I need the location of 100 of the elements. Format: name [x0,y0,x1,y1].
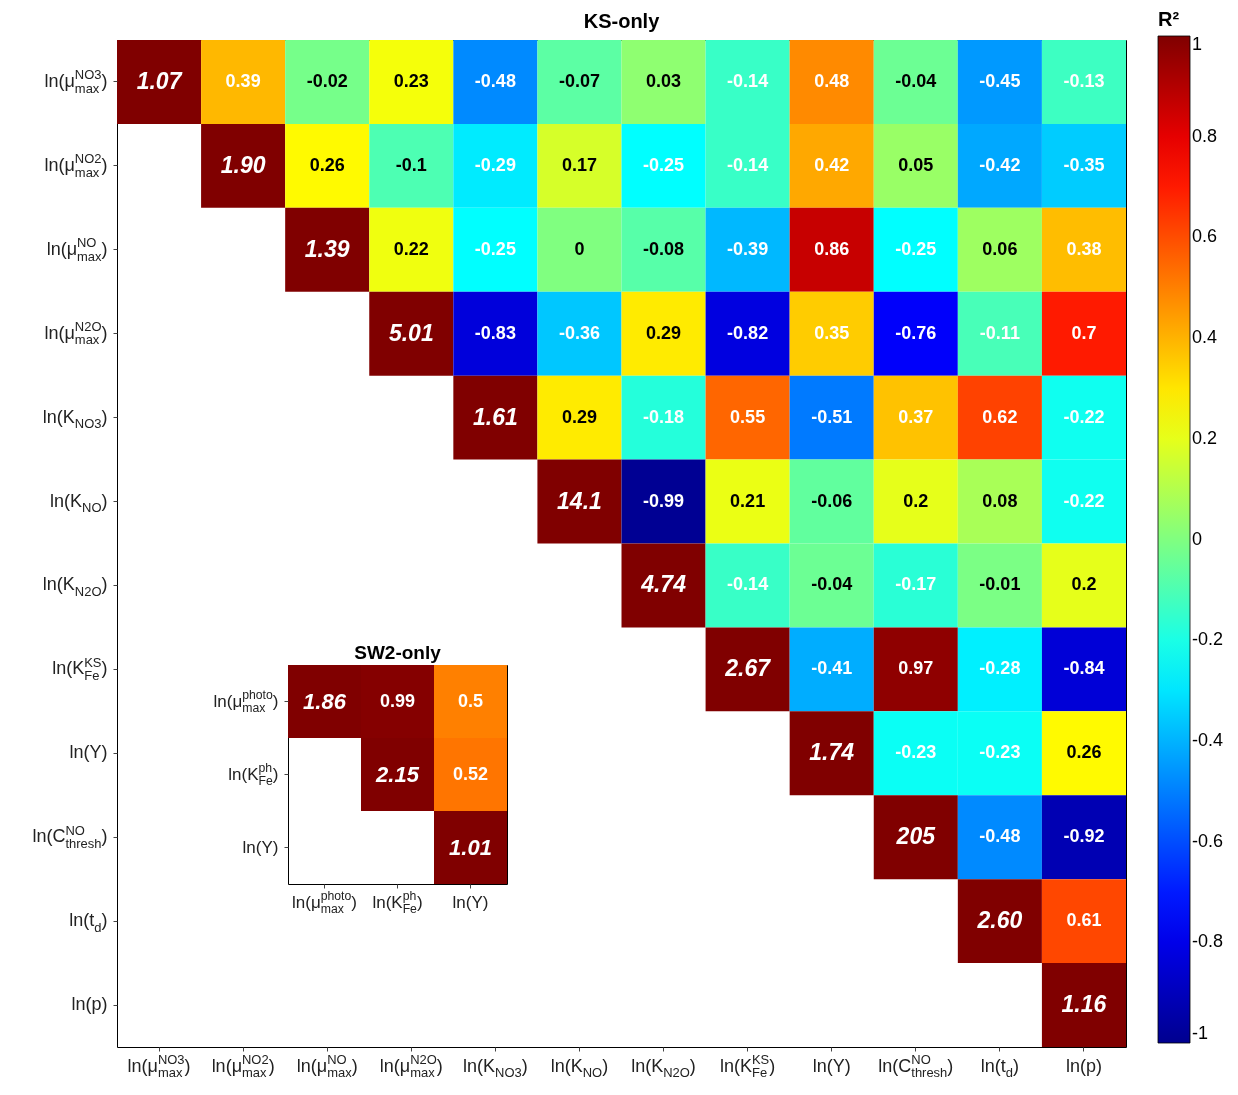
color-bar-label: -0.2 [1192,629,1224,650]
data-label: 0.61 [1066,910,1102,931]
data-label: 0.2 [1071,574,1097,595]
data-label: 0.62 [982,406,1018,427]
data-label: -0.22 [1063,406,1105,427]
color-bar-label: 0 [1192,528,1203,549]
x-tick-label: ln(K$_{NO}$) [550,1055,609,1081]
data-label: -0.99 [643,490,685,511]
data-label: 0.86 [814,238,850,259]
y-tick-label: ln(μ$^{NO3}$$_{max}$) [44,67,108,96]
data-label: -0.08 [643,238,685,259]
data-label: -0.02 [306,70,348,91]
data-label: -0.84 [1063,658,1105,679]
y-tick-label: ln(μ$^{N2O}$$_{max}$) [44,319,108,348]
x-tick-label: ln(p) [1065,1055,1102,1076]
data-label: 14.1 [557,487,602,514]
data-label: 0.03 [646,70,682,91]
data-label: -0.23 [979,742,1021,763]
data-label: 0.48 [814,70,850,91]
data-label: -0.42 [979,154,1021,175]
data-label: 0.39 [225,70,261,91]
data-label: -0.82 [727,322,769,343]
data-label: 0.29 [646,322,682,343]
x-tick-label: ln(Y) [812,1055,851,1076]
data-label: 0.42 [814,154,850,175]
data-label: 0.05 [898,154,934,175]
data-label: -0.92 [1063,826,1105,847]
data-label: 2.60 [976,907,1023,934]
data-label: -0.14 [727,154,769,175]
color-bar-label: -1 [1192,1023,1209,1043]
data-label: -0.29 [474,154,516,175]
data-label: 205 [895,823,937,850]
color-bar-label: 0.2 [1192,427,1218,448]
data-label: 1.07 [136,67,183,94]
data-label: 0.29 [561,406,597,427]
data-label: 5.01 [388,319,434,346]
data-label: -0.83 [474,322,516,343]
chart-title: SW2-only [354,642,442,663]
data-label: 0.26 [309,154,345,175]
y-tick-label: ln(K$_{NO3}$) [42,406,108,432]
x-tick-label: ln(K$^{ph}$$_{Fe}$) [372,889,423,916]
data-label: 2.15 [375,761,420,787]
data-label: -0.1 [395,154,427,175]
data-label: 1.39 [304,235,350,262]
data-label: -0.48 [979,826,1021,847]
data-label: 1.16 [1061,991,1107,1018]
data-label: 1.74 [809,739,855,766]
y-tick-label: ln(μ$^{NO}$$_{max}$) [46,235,108,264]
y-tick-label: ln(μ$^{photo}$$_{max}$) [213,688,279,715]
data-label: 0.06 [982,238,1018,259]
data-label: 0.26 [1066,742,1102,763]
y-tick-label: ln(C$^{NO}$$_{thresh}$) [32,822,108,851]
x-tick-label: ln(μ$^{NO3}$$_{max}$) [127,1051,191,1081]
data-label: 0.23 [393,70,429,91]
data-label: -0.01 [979,574,1021,595]
data-label: -0.39 [727,238,769,259]
x-tick-label: ln(μ$^{N2O}$$_{max}$) [379,1051,443,1081]
data-label: 0.5 [457,690,484,711]
data-label: -0.25 [895,238,937,259]
x-tick-label: ln(K$_{N2O}$) [631,1055,696,1081]
data-label: 0.99 [379,690,416,711]
y-tick-label: ln(p) [71,994,108,1015]
y-tick-label: ln(t$_{d}$) [69,910,108,935]
data-label: -0.45 [979,70,1021,91]
color-bar-label: 1 [1192,34,1203,54]
data-label: 0.21 [730,490,766,511]
data-label: 1.01 [449,834,492,860]
data-label: -0.17 [895,574,937,595]
color-bar-label: 0.4 [1192,327,1218,348]
data-label: -0.36 [558,322,600,343]
data-label: 0 [574,238,585,259]
data-label: -0.07 [558,70,600,91]
y-tick-label: ln(Y) [242,837,279,857]
data-label: 0.2 [903,490,929,511]
data-label: 0.97 [898,658,934,679]
data-label: 1.86 [303,688,347,714]
y-tick-label: ln(μ$^{NO2}$$_{max}$) [44,151,108,180]
y-tick-label: ln(Y) [69,742,108,763]
x-tick-label: ln(t$_{d}$) [980,1055,1019,1081]
color-bar-title: R² [1158,8,1180,30]
data-label: -0.14 [727,574,769,595]
x-tick-label: ln(C$^{NO}$$_{thresh}$) [878,1051,954,1081]
data-label: 4.74 [640,571,687,598]
y-tick-label: ln(K$^{KS}$$_{Fe}$) [52,654,108,684]
color-bar-label: 0.8 [1192,125,1218,146]
data-label: -0.04 [895,70,937,91]
data-label: 0.08 [982,490,1018,511]
data-label: -0.25 [474,238,516,259]
x-tick-label: ln(μ$^{photo}$$_{max}$) [292,889,357,916]
data-label: -0.76 [895,322,937,343]
data-label: -0.23 [895,742,937,763]
x-tick-label: ln(K$^{KS}$$_{Fe}$) [719,1051,776,1081]
data-label: -0.28 [979,658,1021,679]
y-tick-label: ln(K$^{ph}$$_{Fe}$) [228,761,279,788]
color-bar-label: -0.4 [1192,729,1224,750]
color-bar-label: -0.6 [1192,830,1224,851]
x-tick-label: ln(Y) [452,892,489,912]
data-label: 0.22 [393,238,429,259]
data-label: 0.17 [561,154,597,175]
data-label: -0.41 [811,658,853,679]
